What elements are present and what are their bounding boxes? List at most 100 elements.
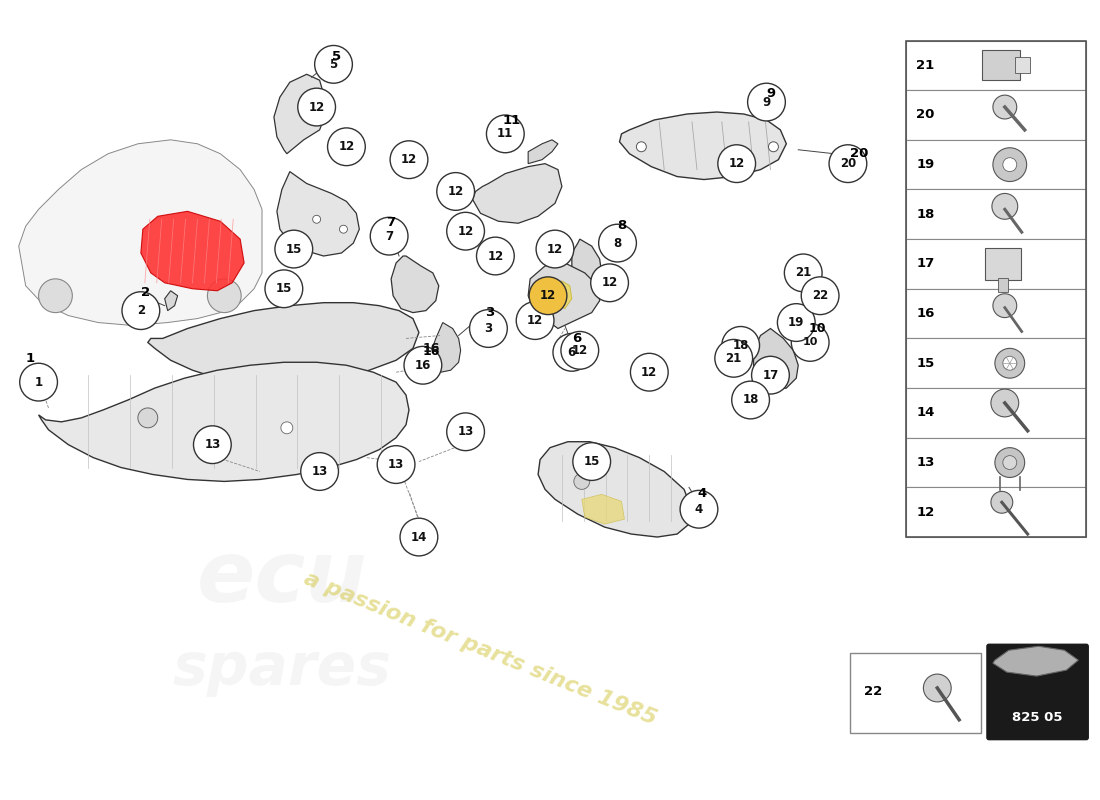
Bar xyxy=(905,90,1087,140)
Text: 5: 5 xyxy=(331,50,341,63)
Circle shape xyxy=(1003,456,1016,470)
Bar xyxy=(905,388,1087,438)
Text: 15: 15 xyxy=(286,242,302,255)
Text: 15: 15 xyxy=(583,455,600,468)
Circle shape xyxy=(536,230,574,268)
Circle shape xyxy=(732,381,770,419)
Circle shape xyxy=(138,408,157,428)
Text: 14: 14 xyxy=(916,406,935,419)
Bar xyxy=(905,41,1087,90)
Text: 16: 16 xyxy=(422,346,440,358)
Circle shape xyxy=(991,491,1013,514)
Circle shape xyxy=(20,363,57,401)
Polygon shape xyxy=(141,211,244,290)
Circle shape xyxy=(194,426,231,463)
Circle shape xyxy=(801,277,839,314)
Text: 15: 15 xyxy=(276,282,292,295)
Circle shape xyxy=(390,141,428,178)
Circle shape xyxy=(829,145,867,182)
Text: 4: 4 xyxy=(695,502,703,516)
Polygon shape xyxy=(538,442,691,537)
Text: 11: 11 xyxy=(503,114,520,127)
Circle shape xyxy=(516,302,554,339)
Text: 5: 5 xyxy=(329,58,338,71)
Circle shape xyxy=(275,230,312,268)
Text: 1: 1 xyxy=(25,352,35,366)
Bar xyxy=(905,239,1087,289)
Polygon shape xyxy=(572,239,602,293)
Text: 12: 12 xyxy=(641,366,658,378)
Polygon shape xyxy=(39,362,409,482)
Text: 12: 12 xyxy=(400,153,417,166)
Circle shape xyxy=(637,142,647,152)
Polygon shape xyxy=(274,74,327,154)
Circle shape xyxy=(751,356,790,394)
Text: 1: 1 xyxy=(34,376,43,389)
Text: 21: 21 xyxy=(795,266,812,279)
Circle shape xyxy=(328,128,365,166)
Text: spares: spares xyxy=(173,640,392,697)
Circle shape xyxy=(122,292,160,330)
Polygon shape xyxy=(147,302,419,385)
Bar xyxy=(850,654,981,733)
Text: 17: 17 xyxy=(762,369,779,382)
Text: 10: 10 xyxy=(808,322,826,335)
Circle shape xyxy=(553,334,591,371)
Text: 15: 15 xyxy=(916,357,935,370)
Text: 18: 18 xyxy=(916,208,935,221)
Text: 3: 3 xyxy=(485,306,495,318)
Text: 22: 22 xyxy=(812,290,828,302)
Circle shape xyxy=(280,422,293,434)
Circle shape xyxy=(573,442,610,481)
Bar xyxy=(984,248,1021,280)
Circle shape xyxy=(1003,356,1016,370)
Bar xyxy=(905,487,1087,537)
Text: 12: 12 xyxy=(540,290,557,302)
Text: 18: 18 xyxy=(733,339,749,352)
Circle shape xyxy=(340,226,348,233)
Circle shape xyxy=(722,326,759,364)
Text: 9: 9 xyxy=(762,95,771,109)
Text: 12: 12 xyxy=(916,506,935,518)
Text: 4: 4 xyxy=(697,487,706,500)
Text: a passion for parts since 1985: a passion for parts since 1985 xyxy=(301,568,660,729)
Circle shape xyxy=(529,277,566,314)
Text: 12: 12 xyxy=(339,140,354,154)
Circle shape xyxy=(400,518,438,556)
Polygon shape xyxy=(19,140,262,326)
Circle shape xyxy=(994,348,1025,378)
Polygon shape xyxy=(473,164,562,223)
Text: 18: 18 xyxy=(742,394,759,406)
Circle shape xyxy=(447,212,484,250)
Circle shape xyxy=(715,339,752,377)
Polygon shape xyxy=(528,263,600,329)
Polygon shape xyxy=(165,290,177,310)
Circle shape xyxy=(470,310,507,347)
Text: 12: 12 xyxy=(527,314,543,327)
Text: 8: 8 xyxy=(614,237,622,250)
Text: 19: 19 xyxy=(916,158,935,171)
Text: 10: 10 xyxy=(803,338,818,347)
Text: 20: 20 xyxy=(839,157,856,170)
Text: 9: 9 xyxy=(767,87,775,100)
Text: 20: 20 xyxy=(850,146,868,160)
Circle shape xyxy=(371,218,408,255)
Circle shape xyxy=(404,346,442,384)
Text: 825 05: 825 05 xyxy=(1012,711,1063,724)
Text: 20: 20 xyxy=(916,109,935,122)
Text: 7: 7 xyxy=(385,230,393,242)
Text: 6: 6 xyxy=(572,333,581,346)
Polygon shape xyxy=(58,162,228,251)
Bar xyxy=(905,289,1087,338)
Circle shape xyxy=(769,142,779,152)
Polygon shape xyxy=(556,281,572,309)
Bar xyxy=(905,41,1087,537)
Circle shape xyxy=(476,237,515,275)
Text: 19: 19 xyxy=(788,316,804,329)
Circle shape xyxy=(574,474,590,490)
Text: 22: 22 xyxy=(864,686,882,698)
Text: 11: 11 xyxy=(497,127,514,140)
Text: 2: 2 xyxy=(136,304,145,317)
Text: 12: 12 xyxy=(547,242,563,255)
Text: 13: 13 xyxy=(311,465,328,478)
